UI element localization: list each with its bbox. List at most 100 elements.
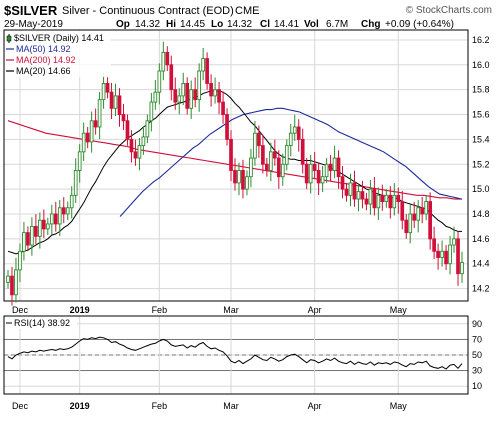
candle-body [452,238,456,246]
candle [261,134,265,174]
candle [6,269,10,289]
candle [169,55,174,101]
price-tick-label: 15.0 [472,184,490,194]
candle-body [34,225,38,237]
candle [320,165,325,193]
candle [316,162,321,196]
candle-body [249,157,253,178]
candle-body [456,238,460,275]
candle-body [193,89,198,101]
candle-body [157,70,162,93]
candle-body [292,126,297,134]
date-tick-label: 2019 [70,305,90,315]
candle [233,158,237,191]
candle-body [225,114,229,140]
candle-body [376,194,381,209]
legend-price: $SILVER (Daily) 14.41 [14,33,104,43]
candle [412,201,417,228]
candle-body [304,163,309,184]
candle [133,139,138,166]
candle-body [448,244,452,265]
candle-body [38,219,42,237]
rsi-legend-background [5,317,77,329]
quote-date: 29-May-2019 [4,19,63,30]
symbol-title: $SILVER [4,3,58,18]
candle [125,114,130,146]
candle [292,114,297,141]
candle [396,187,401,214]
candle [257,125,261,158]
candle-body [340,176,345,190]
candle [392,183,397,216]
candle-body [444,250,448,265]
candle [89,111,94,153]
date-tick-label: Mar [223,305,239,315]
candle-body [101,83,106,101]
candle-body [288,132,293,147]
candle [93,108,98,135]
candle [340,165,345,199]
candle-body [380,194,385,203]
candle-body [125,120,130,140]
price-tick-label: 14.2 [472,284,490,294]
candle [416,200,421,233]
candle-body [440,250,444,258]
price-tick-label: 15.2 [472,159,490,169]
candle [53,201,58,232]
rsi-axis-labels: 90 70 50 30 10 [472,319,482,391]
candle [81,122,86,162]
candle [360,180,365,209]
candle-body [229,138,233,171]
candle [388,186,393,219]
candle-body [93,120,98,128]
candle-body [336,157,341,178]
open-value: 14.32 [135,19,160,30]
candle [45,217,50,236]
ma50-line [119,107,463,217]
candle [181,72,186,106]
price-tick-label: 15.6 [472,110,490,120]
rsi-tick-label: 90 [472,319,482,329]
candle [165,46,170,72]
candle [428,192,432,250]
candle [460,251,464,283]
candle [221,91,225,124]
change-label: Chg [361,19,380,30]
price-tick-label: 14.4 [472,259,490,269]
candle-body [332,157,337,171]
candle-body [217,89,221,103]
candle-body [428,201,432,240]
candle-body [177,95,182,103]
candle-body [10,275,14,296]
candle-body [233,170,237,184]
price-tick-label: 15.4 [472,134,490,144]
candle-body [384,194,389,203]
candle [304,158,309,190]
candle [65,201,70,221]
candle-body [41,219,46,230]
candle [376,187,381,220]
volume-label: Vol [304,19,319,30]
candle-body [324,163,329,178]
candle [352,170,357,207]
legend-ma200: MA(200) 14.92 [16,55,76,65]
rsi-tick-label: 50 [472,350,482,360]
candle-body [161,51,166,72]
candle-body [97,99,102,128]
candle-body [320,176,325,184]
candle [241,159,245,199]
candle [245,170,249,196]
rsi-tick-label: 10 [472,381,482,391]
candle [105,77,110,99]
candle-body [296,126,301,140]
candle-body [300,138,305,165]
candle [30,217,34,256]
date-tick-label: Feb [152,305,168,315]
candle [121,103,126,130]
candle-body [420,207,425,215]
candle-body [356,191,361,200]
candle-body [412,213,417,221]
candle [404,213,409,239]
candle-body [109,91,114,109]
rsi-title: RSI(14) 38.92 [14,318,70,328]
